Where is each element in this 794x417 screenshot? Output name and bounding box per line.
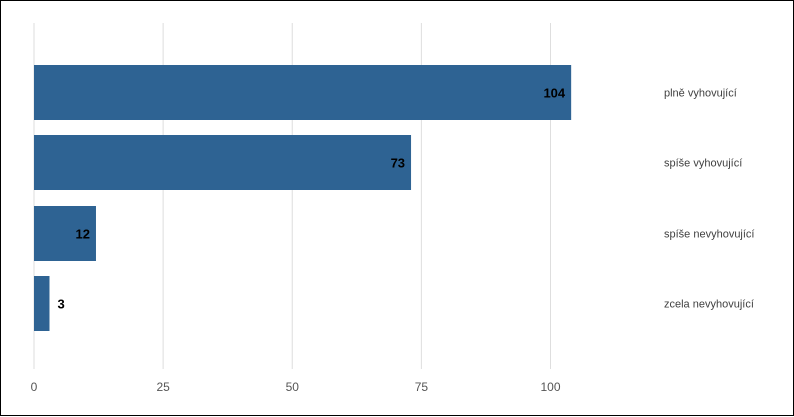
x-axis-ticks: 0 25 50 75 100 [31,380,561,394]
bar [34,276,50,331]
x-tick-label: 75 [415,380,429,394]
x-tick-label: 0 [31,380,38,394]
x-tick-label: 100 [540,380,560,394]
category-label: spíše vyhovující [664,158,742,170]
bar [34,65,572,120]
category-label: plně vyhovující [664,88,737,100]
value-labels: 104 73 12 3 [57,86,565,312]
bar [34,206,96,261]
x-tick-label: 50 [286,380,300,394]
category-label: zcela nevyhovující [664,299,754,311]
category-labels: plně vyhovující spíše vyhovující spíše nev… [664,88,755,311]
bar-value-label: 73 [391,156,405,171]
bars [34,65,572,331]
bar-value-label: 104 [543,86,565,101]
bar-value-label: 3 [57,297,64,312]
x-tick-label: 25 [156,380,170,394]
bar-value-label: 12 [76,227,90,242]
category-label: spíše nevyhovující [664,229,755,241]
bar [34,135,412,190]
